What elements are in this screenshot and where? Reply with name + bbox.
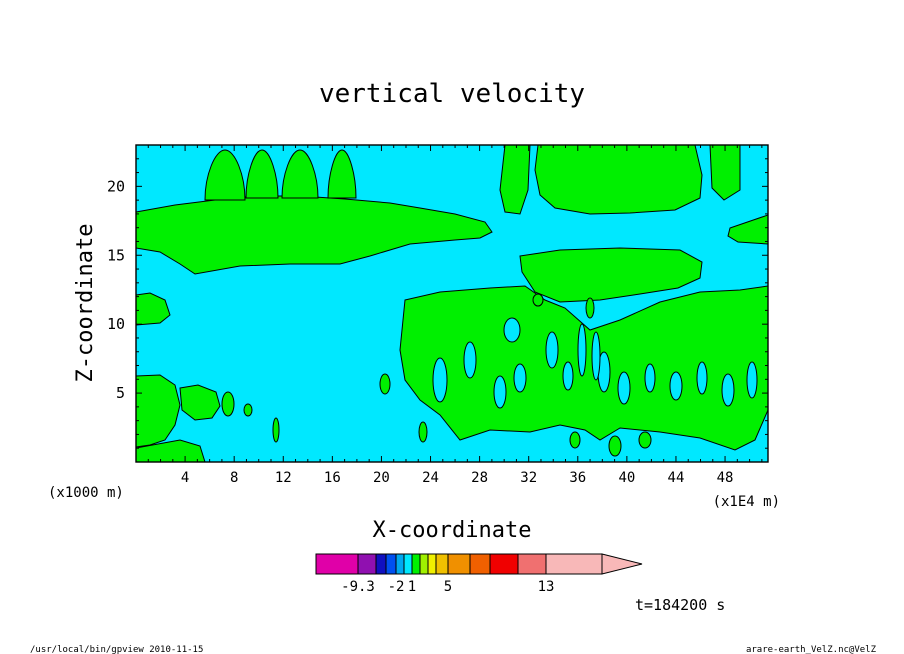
updraft-cell (638, 431, 652, 449)
updraft-lens-middle (519, 247, 703, 303)
colorbar-label: -9.3 (341, 579, 375, 595)
x-axis-label: X-coordinate (373, 518, 532, 543)
updraft-streak-upper-right (709, 145, 741, 201)
colorbar-label: 13 (538, 579, 555, 595)
x-tick-label: 32 (520, 470, 537, 486)
downdraft-cell (562, 361, 574, 391)
updraft-cell (243, 403, 253, 417)
colorbar-swatch (419, 553, 429, 575)
updraft-blob-lower-left (136, 374, 181, 448)
downdraft-cell (696, 361, 708, 395)
colorbar-swatch (357, 553, 377, 575)
x-unit-left: (x1000 m) (48, 485, 124, 501)
colorbar: -9.3 -2 1 5 13 (315, 553, 643, 595)
updraft-streak-upper (499, 145, 531, 215)
updraft-cell (608, 435, 622, 457)
colorbar-label: 1 (408, 579, 416, 595)
colorbar-swatch (517, 553, 547, 575)
updraft-strip-lower-left (136, 439, 206, 462)
updraft-cell (585, 297, 595, 319)
x-tick-label: 4 (181, 470, 189, 486)
footer-left: /usr/local/bin/gpview 2010-11-15 (30, 645, 203, 654)
time-label: t=184200 s (635, 596, 725, 614)
x-tick-label: 48 (717, 470, 734, 486)
colorbar-label: 5 (444, 579, 452, 595)
x-tick-label: 28 (471, 470, 488, 486)
downdraft-cell (545, 331, 559, 369)
colorbar-swatch (395, 553, 405, 575)
downdraft-cell (493, 375, 507, 409)
y-tick-label: 15 (107, 246, 125, 264)
colorbar-swatch (403, 553, 413, 575)
downdraft-cell (746, 361, 758, 399)
updraft-cell (379, 373, 391, 395)
x-tick-label: 24 (422, 470, 439, 486)
updraft-plume-top-left (245, 149, 279, 199)
downdraft-cell (503, 317, 521, 343)
colorbar-label: -2 (388, 579, 405, 595)
updraft-plume-top-left (281, 149, 319, 199)
updraft-patch-left (136, 292, 171, 326)
x-tick-label: 44 (668, 470, 685, 486)
updraft-cell (272, 417, 280, 443)
downdraft-cell (669, 371, 683, 401)
y-tick-label: 10 (107, 315, 125, 333)
downdraft-cell (577, 323, 587, 377)
downdraft-cell (617, 371, 631, 405)
colorbar-swatch (435, 553, 449, 575)
downdraft-cell (463, 341, 477, 379)
contour-field (136, 145, 768, 462)
updraft-cell (532, 293, 544, 307)
downdraft-cell (644, 363, 656, 393)
x-tick-label: 16 (324, 470, 341, 486)
updraft-cell (569, 431, 581, 449)
x-unit-right: (x1E4 m) (713, 494, 780, 510)
x-tick-label: 40 (618, 470, 635, 486)
colorbar-swatch (447, 553, 471, 575)
colorbar-swatch (385, 553, 397, 575)
colorbar-swatch (411, 553, 421, 575)
colorbar-swatch (545, 553, 603, 575)
chart-title: vertical velocity (319, 79, 585, 109)
updraft-blob-left (179, 384, 221, 421)
y-tick-label: 5 (116, 384, 125, 402)
updraft-block-upper-right (534, 145, 703, 215)
x-tick-label: 20 (373, 470, 390, 486)
colorbar-swatch (375, 553, 387, 575)
updraft-cell (221, 391, 235, 417)
colorbar-swatch (489, 553, 519, 575)
y-axis-label: Z-coordinate (73, 224, 98, 383)
colorbar-swatch (427, 553, 437, 575)
y-tick-label: 20 (107, 177, 125, 195)
updraft-plume-top-left (204, 149, 246, 201)
colorbar-swatch (469, 553, 491, 575)
downdraft-cell (591, 331, 601, 381)
footer-right: arare-earth_VelZ.nc@VelZ (746, 645, 877, 654)
downdraft-cell (513, 363, 527, 393)
downdraft-cell (432, 357, 448, 403)
plot-frame (135, 144, 769, 463)
x-tick-label: 36 (569, 470, 586, 486)
colorbar-arrow (601, 553, 643, 575)
updraft-plume-top-left (327, 149, 357, 199)
x-tick-label: 12 (275, 470, 292, 486)
downdraft-cell (721, 373, 735, 407)
colorbar-swatch (315, 553, 359, 575)
updraft-cell (418, 421, 428, 443)
x-tick-label: 8 (230, 470, 238, 486)
updraft-patch-right-edge (727, 214, 768, 245)
